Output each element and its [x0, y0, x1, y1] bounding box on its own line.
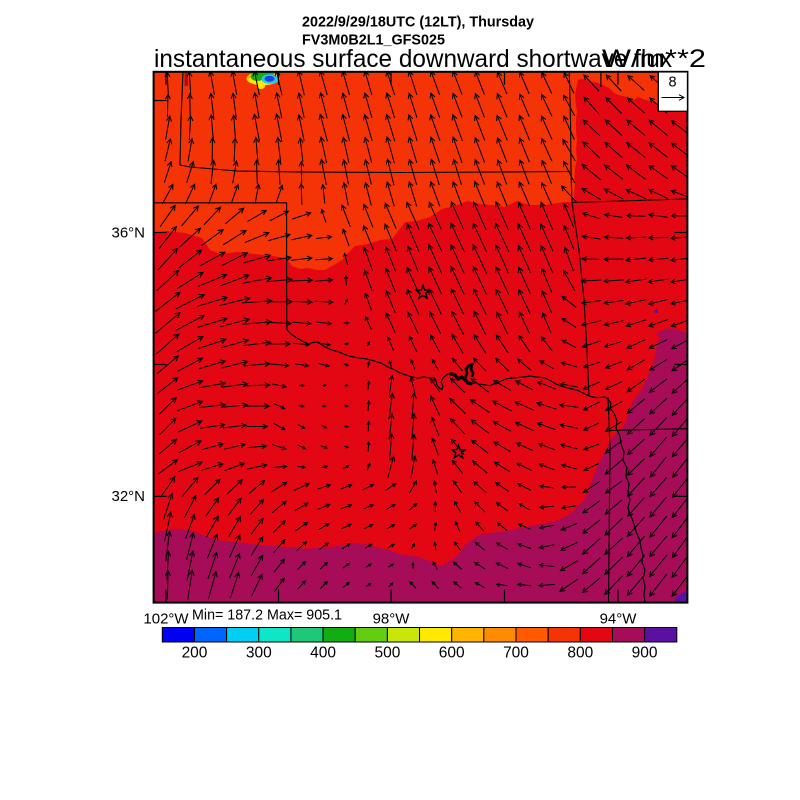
svg-text:900: 900 — [632, 645, 658, 662]
svg-text:8: 8 — [668, 74, 676, 90]
svg-text:500: 500 — [374, 645, 400, 662]
svg-text:94°W: 94°W — [600, 610, 638, 627]
svg-text:instantaneous surface downward: instantaneous surface downward shortwave… — [154, 45, 672, 73]
svg-text:36°N: 36°N — [111, 225, 145, 242]
svg-text:600: 600 — [439, 645, 465, 662]
svg-text:800: 800 — [567, 645, 593, 662]
svg-text:Min= 187.2 Max= 905.1: Min= 187.2 Max= 905.1 — [192, 607, 342, 624]
svg-text:W/m**2: W/m**2 — [602, 45, 706, 73]
svg-text:32°N: 32°N — [111, 488, 145, 505]
svg-text:400: 400 — [310, 645, 336, 662]
svg-text:FV3M0B2L1_GFS025: FV3M0B2L1_GFS025 — [302, 32, 445, 49]
svg-text:102°W: 102°W — [143, 610, 189, 627]
svg-text:300: 300 — [246, 645, 272, 662]
svg-text:200: 200 — [182, 645, 208, 662]
svg-text:2022/9/29/18UTC (12LT), Thursd: 2022/9/29/18UTC (12LT), Thursday — [302, 13, 535, 30]
svg-text:700: 700 — [503, 645, 529, 662]
svg-text:98°W: 98°W — [373, 610, 411, 627]
